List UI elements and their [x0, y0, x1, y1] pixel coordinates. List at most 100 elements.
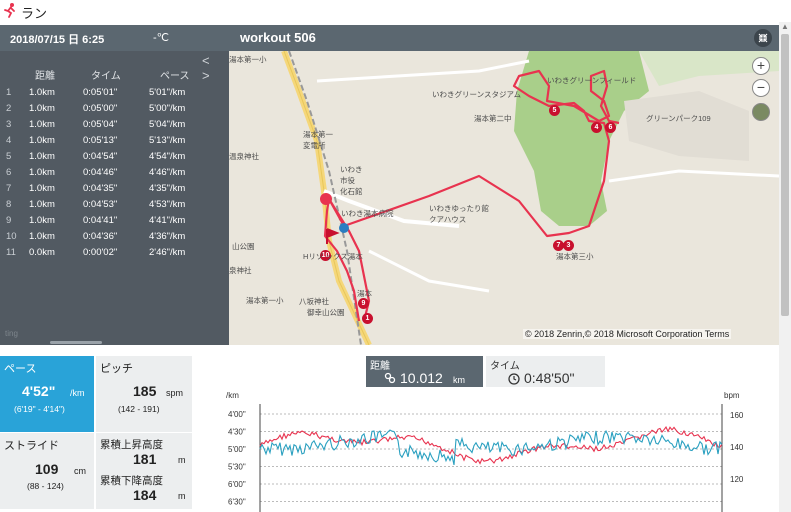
km-marker[interactable]: 1 [362, 313, 373, 324]
left-tick-label: 6'30" [228, 498, 246, 507]
map-label: 湯本第三小 [556, 252, 594, 261]
green-area [639, 51, 779, 86]
map-canvas [281, 51, 779, 345]
km-marker[interactable]: 4 [591, 122, 602, 133]
app-title: ラン [21, 6, 48, 21]
faint-text: ting [5, 329, 18, 338]
map-copyright[interactable]: © 2018 Zenrin,© 2018 Microsoft Corporati… [523, 329, 732, 339]
split-cell-time: 0:04'35" [83, 183, 118, 194]
km-marker[interactable]: 5 [549, 105, 560, 116]
map-label: 泉神社 [229, 266, 252, 275]
elevation-panel[interactable]: 累積上昇高度 181 m 累積下降高度 184 m [96, 433, 192, 509]
elevation-up-label: 累積上昇高度 [100, 439, 163, 451]
distance-value: 10.012 [400, 370, 443, 386]
map-label: 湯本第一小 [246, 296, 284, 305]
split-cell-dist: 1.0km [29, 87, 55, 98]
split-cell-pace: 4'41"/km [149, 215, 186, 226]
split-row: 2 1.0km 0:05'00" 5'00"/km [0, 101, 229, 117]
zoom-out-button[interactable]: − [752, 79, 770, 97]
scroll-thumb[interactable] [781, 34, 789, 316]
map-label: 湯本第一 変電所 [303, 130, 333, 150]
column-time: タイム [91, 71, 121, 82]
pace-label: ペース [4, 363, 37, 375]
split-cell-pace: 5'00"/km [149, 103, 186, 114]
split-cell-pace: 5'04"/km [149, 119, 186, 130]
workout-datetime: 2018/07/15 日 6:25 [10, 34, 105, 46]
elevation-down-unit: m [178, 491, 186, 501]
map-label: 御幸山公園 [307, 308, 345, 317]
split-cell-time: 0:05'01" [83, 87, 118, 98]
split-row: 9 1.0km 0:04'41" 4'41"/km [0, 213, 229, 229]
split-cell-n: 10 [6, 231, 17, 242]
split-row: 4 1.0km 0:05'13" 5'13"/km [0, 133, 229, 149]
pace-unit: /km [70, 388, 85, 398]
tab-time[interactable]: タイム 0:48'50" [486, 356, 605, 387]
start-marker [339, 223, 349, 233]
map-label: 温泉神社 [229, 152, 259, 161]
stride-range: (88 - 124) [27, 481, 64, 491]
split-row: 3 1.0km 0:05'04" 5'04"/km [0, 117, 229, 133]
map-label: 山公園 [232, 242, 255, 251]
split-cell-dist: 0.0km [29, 247, 55, 258]
split-cell-pace: 4'53"/km [149, 199, 186, 210]
expand-icon[interactable] [754, 29, 772, 47]
right-tick-label: 120 [730, 475, 744, 484]
map-type-icon[interactable] [752, 103, 770, 121]
pace-heart-rate-chart[interactable]: /km bpm 4'00" 4'30" 5'00" 5'30" 6'00" 6'30" 16… [200, 388, 778, 512]
split-next-button[interactable]: > [202, 68, 210, 83]
clock-icon [508, 373, 520, 385]
residential-area [624, 91, 749, 161]
zoom-in-button[interactable]: + [752, 57, 770, 75]
tab-distance[interactable]: 距離 10.012 km [366, 356, 483, 387]
split-cell-time: 0:05'04" [83, 119, 118, 130]
split-cell-n: 3 [6, 119, 12, 130]
page-scrollbar[interactable]: ▲ [779, 22, 791, 512]
km-marker[interactable]: 7 [553, 240, 564, 251]
split-row: 7 1.0km 0:04'35" 4'35"/km [0, 181, 229, 197]
km-marker[interactable]: 3 [563, 240, 574, 251]
split-cell-pace: 5'13"/km [149, 135, 186, 146]
right-tick-label: 160 [730, 411, 744, 420]
split-scrollbar[interactable] [50, 341, 102, 344]
column-distance: 距離 [35, 71, 55, 82]
split-cell-time: 0:04'53" [83, 199, 118, 210]
pace-panel[interactable]: ペース 4'52" /km (6'19" - 4'14") [0, 356, 94, 432]
elevation-down-label: 累積下降高度 [100, 475, 163, 487]
pace-value: 4'52" [22, 383, 56, 399]
km-marker[interactable]: 10 [320, 250, 331, 261]
route-map[interactable]: 1 4 5 6 7 3 9 10 湯本第一小 いわきグリーンスタジアム いわきグリーンフィール… [229, 51, 779, 345]
split-cell-n: 11 [6, 247, 16, 258]
split-cell-dist: 1.0km [29, 167, 55, 178]
split-cell-time: 0:05'00" [83, 103, 118, 114]
runner-icon [4, 3, 15, 18]
split-rows: 1 1.0km 0:05'01" 5'01"/km 2 1.0km 0:05'00" 5'00… [0, 85, 229, 261]
split-cell-time: 0:04'41" [83, 215, 118, 226]
pitch-label: ピッチ [100, 363, 133, 375]
stride-panel[interactable]: ストライド 109 cm (88 - 124) [0, 433, 94, 509]
split-row: 5 1.0km 0:04'54" 4'54"/km [0, 149, 229, 165]
split-row: 10 1.0km 0:04'36" 4'36"/km [0, 229, 229, 245]
split-cell-n: 1 [6, 87, 12, 98]
time-value: 0:48'50" [524, 370, 575, 386]
split-prev-button[interactable]: < [202, 53, 210, 68]
pitch-unit: spm [166, 388, 184, 398]
map-label: いわきゆったり館 クアハウス [429, 204, 489, 224]
right-tick-label: 140 [730, 443, 744, 452]
pitch-panel[interactable]: ピッチ 185 spm (142 - 191) [96, 356, 192, 432]
km-marker[interactable]: 9 [358, 298, 369, 309]
heart-rate-series [259, 426, 723, 465]
elevation-up-value: 181 [133, 451, 157, 467]
split-cell-dist: 1.0km [29, 135, 55, 146]
map-label: グリーンパーク109 [646, 114, 711, 123]
left-axis-unit: /km [226, 391, 239, 400]
split-cell-n: 2 [6, 103, 12, 114]
tab-distance-label: 距離 [370, 361, 390, 372]
split-cell-pace: 4'35"/km [149, 183, 186, 194]
split-cell-n: 9 [6, 215, 12, 226]
split-cell-time: 0:04'46" [83, 167, 118, 178]
km-marker[interactable]: 6 [605, 122, 616, 133]
scroll-up-icon[interactable]: ▲ [781, 22, 789, 31]
split-cell-time: 0:00'02" [83, 247, 118, 258]
elevation-up-unit: m [178, 455, 186, 465]
